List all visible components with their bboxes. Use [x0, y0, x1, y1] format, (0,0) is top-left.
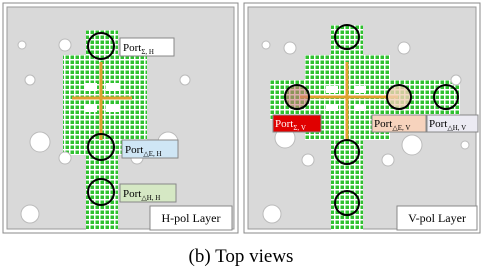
figure: PortΣ, H Port△E, H Port△H, H H-pol Layer… — [0, 0, 482, 276]
v-pol-panel: PortΣ, V Port△E, V Port△H, V V-pol Layer — [244, 3, 480, 233]
port-name: Port — [429, 118, 447, 130]
port-name: Port — [123, 42, 141, 54]
port-subscript: △E, V — [392, 124, 410, 132]
port-name: Port — [125, 144, 143, 156]
port-fill — [286, 86, 308, 108]
caption: (b) Top views — [189, 246, 294, 267]
port-fill — [388, 86, 410, 108]
layer-label: H-pol Layer — [162, 211, 221, 225]
port-subscript: Σ, V — [293, 124, 306, 132]
layer-label: V-pol Layer — [408, 211, 466, 225]
port-subscript: △H, H — [141, 194, 160, 202]
port-subscript: △E, H — [143, 150, 161, 158]
h-pol-panel: PortΣ, H Port△E, H Port△H, H H-pol Layer — [3, 3, 238, 233]
port-subscript: Σ, H — [141, 48, 154, 56]
port-subscript: △H, V — [447, 124, 466, 132]
port-name: Port — [374, 118, 392, 130]
port-name: Port — [275, 118, 293, 130]
port-name: Port — [123, 188, 141, 200]
